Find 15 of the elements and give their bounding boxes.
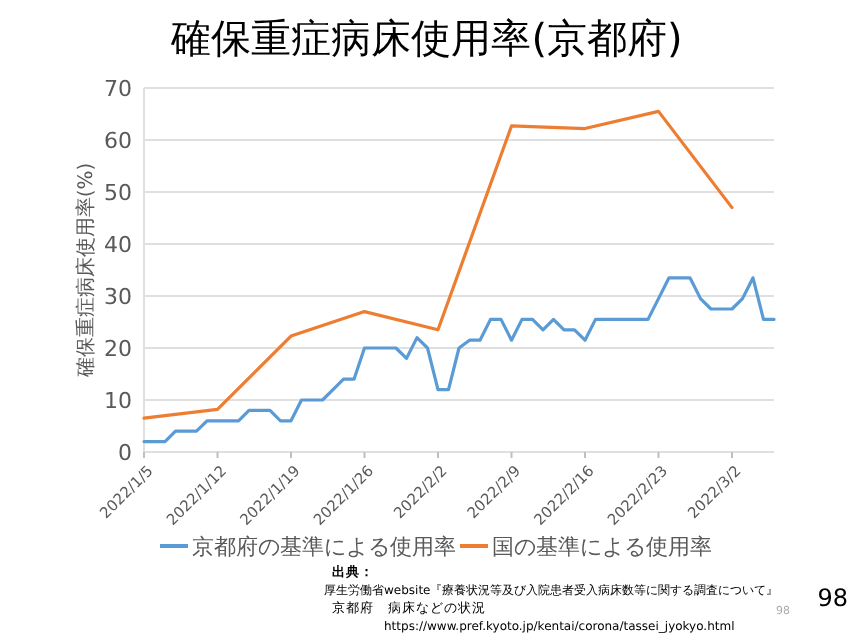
y-tick-label: 40 [104,231,132,258]
y-tick-label: 60 [104,127,132,154]
y-axis-title: 確保重症病床使用率(%) [74,162,98,380]
line-series [142,276,776,444]
y-tick-label: 20 [104,335,132,362]
chart-title: 確保重症病床使用率(京都府) [169,14,683,62]
text: 98 [817,584,848,612]
legend-label: 国の基準による使用率 [492,533,712,560]
y-tick-label: 10 [104,387,132,414]
y-tick-label: 70 [104,75,132,102]
y-tick-label: 30 [104,283,132,310]
y-tick-label: 0 [118,439,132,466]
y-tick-label: 50 [104,179,132,206]
legend-label: 京都府の基準による使用率 [192,533,456,560]
line-series [142,109,734,420]
